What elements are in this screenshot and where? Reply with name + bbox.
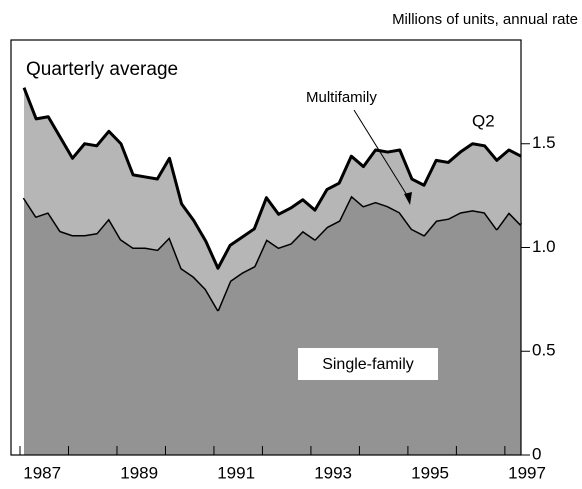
x-tick-label: 1997: [508, 463, 546, 482]
annotation: Multifamily: [306, 89, 377, 106]
arrow-line: [353, 109, 411, 201]
annotation: Q2: [472, 111, 495, 130]
annotation: Single-family: [322, 356, 414, 373]
label-box: [298, 348, 438, 380]
y-tick-label: 0: [532, 444, 541, 463]
panel-label: Quarterly average: [26, 59, 178, 80]
x-tick-label: 1991: [217, 463, 255, 482]
arrow-head: [404, 192, 412, 205]
area-edge: [22, 87, 522, 270]
y-tick-label: 1.0: [532, 237, 556, 256]
plot-area: [22, 87, 523, 455]
x-tick-label: 1989: [120, 463, 158, 482]
x-tick-label: 1987: [23, 463, 61, 482]
x-tick-label: 1993: [314, 463, 352, 482]
y-tick-label: 0.5: [532, 341, 556, 360]
area: [24, 87, 521, 310]
y-tick-label: 1.5: [532, 133, 556, 152]
unit-label: Millions of units, annual rate: [392, 11, 578, 28]
x-tick-label: 1995: [411, 463, 449, 482]
area: [24, 195, 521, 455]
